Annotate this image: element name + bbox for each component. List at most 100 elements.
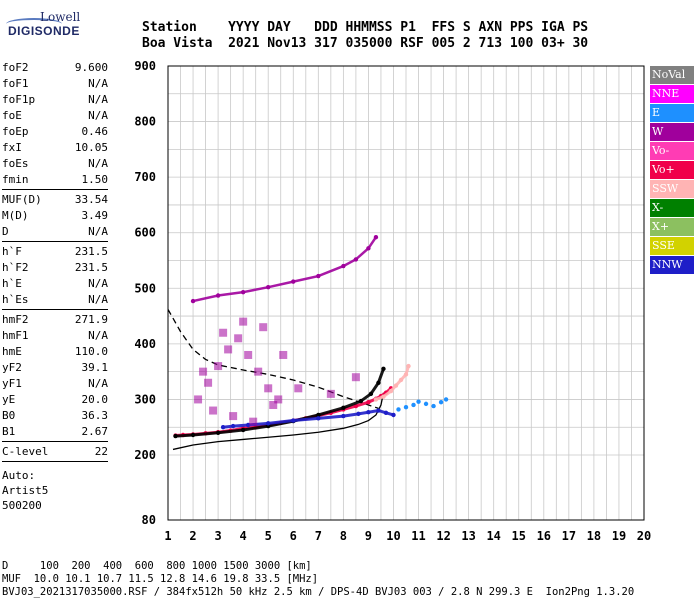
- legend-item-sse: SSE: [650, 237, 694, 255]
- data-point: [229, 412, 238, 421]
- data-point: [403, 405, 409, 410]
- param-value: 271.9: [74, 313, 108, 326]
- data-point: [204, 378, 213, 387]
- data-point: [396, 407, 401, 412]
- trace-line: [192, 236, 377, 303]
- x-tick-label: 15: [512, 529, 526, 543]
- param-name: yF2: [2, 361, 22, 374]
- station-header: Station YYYY DAY DDD HHMMSS P1 FFS S AXN…: [142, 20, 588, 52]
- chart-data-layer: [167, 234, 449, 451]
- data-point: [294, 384, 303, 393]
- param-name: hmF1: [2, 329, 29, 342]
- y-tick-label: 80: [142, 513, 156, 527]
- param-name: hmF2: [2, 313, 29, 326]
- legend-item-x-: X-: [650, 199, 694, 217]
- param-row-fof1p: foF1p N/A: [2, 92, 108, 108]
- legend-item-nnw: NNW: [650, 256, 694, 274]
- x-tick-label: 13: [461, 529, 475, 543]
- param-value: N/A: [88, 157, 108, 170]
- param-value: 36.3: [81, 409, 109, 422]
- param-value: 33.54: [74, 193, 108, 206]
- param-row-hf2: h`F2 231.5: [2, 260, 108, 276]
- auto-scaling-line: Artist5: [2, 484, 49, 497]
- x-tick-label: 4: [240, 529, 247, 543]
- param-name: hmE: [2, 345, 22, 358]
- param-row-fmin: fmin 1.50: [2, 172, 108, 188]
- x-tick-label: 5: [265, 529, 272, 543]
- param-row-fof2: foF2 9.600: [2, 60, 108, 76]
- chart-axes: 1 2 3 4 5 6 7 8 9 10 11 12 13 14 15 16 17 18 19 20802003004…: [134, 59, 651, 543]
- legend-item-ssw: SSW: [650, 180, 694, 198]
- legend-item-vo-: Vo-: [650, 142, 694, 160]
- data-point: [438, 400, 444, 405]
- param-value: 231.5: [74, 245, 108, 258]
- polarization-legend: NoVal NNE E W Vo- Vo+ SSW X- X+ SSE NNW: [650, 66, 694, 275]
- y-tick-label: 500: [134, 281, 156, 295]
- data-point: [279, 350, 288, 359]
- param-separator: [2, 441, 108, 442]
- param-row-hmf2: hmF2 271.9: [2, 312, 108, 328]
- parameter-panel: foF2 9.600 foF1 N/A foF1p N/A foE N/A foEp 0.46 fx…: [2, 60, 108, 513]
- param-value: 0.46: [81, 125, 109, 138]
- param-row-clevel: C-level 22: [2, 444, 108, 460]
- chart-grid: [167, 65, 645, 521]
- data-point: [244, 350, 253, 359]
- legend-item-vo-: Vo+: [650, 161, 694, 179]
- param-value: N/A: [88, 109, 108, 122]
- param-row-foe: foE N/A: [2, 108, 108, 124]
- param-row-hf: h`F 231.5: [2, 244, 108, 260]
- param-name: h`F: [2, 245, 22, 258]
- param-row-yf1: yF1 N/A: [2, 376, 108, 392]
- param-value: N/A: [88, 293, 108, 306]
- logo-line1: Lowell: [40, 10, 81, 24]
- param-name: MUF(D): [2, 193, 42, 206]
- y-tick-label: 700: [134, 170, 156, 184]
- legend-item-nne: NNE: [650, 85, 694, 103]
- series-x-trace-nnw: [220, 408, 396, 430]
- param-value: 22: [94, 445, 108, 458]
- param-row-hmf1: hmF1 N/A: [2, 328, 108, 344]
- data-point: [416, 399, 421, 404]
- footer-file-info: BVJ03_2021317035000.RSF / 384fx512h 50 k…: [2, 586, 635, 598]
- x-tick-label: 3: [214, 529, 221, 543]
- param-value: N/A: [88, 225, 108, 238]
- profile-line-true-height-profile: [172, 392, 385, 451]
- legend-item-noval: NoVal: [650, 66, 694, 84]
- param-value: 1.50: [81, 173, 109, 186]
- param-value: 3.49: [81, 209, 109, 222]
- data-point: [224, 345, 233, 354]
- param-name: h`E: [2, 277, 22, 290]
- data-point: [214, 362, 223, 371]
- param-row-fof1: foF1 N/A: [2, 76, 108, 92]
- param-row-b1: B1 2.67: [2, 424, 108, 440]
- param-value: 10.05: [74, 141, 108, 154]
- param-value: N/A: [88, 77, 108, 90]
- series-spread-w: [194, 317, 360, 426]
- param-name: fxI: [2, 141, 22, 154]
- x-tick-label: 17: [562, 529, 576, 543]
- param-separator: [2, 241, 108, 242]
- param-value: N/A: [88, 277, 108, 290]
- data-point: [199, 367, 208, 376]
- param-name: foF1p: [2, 93, 36, 106]
- param-separator: [2, 189, 108, 190]
- y-tick-label: 300: [134, 392, 156, 406]
- footer-info: D 100 200 400 600 800 1000 1500 3000 [km…: [2, 560, 634, 599]
- x-tick-label: 19: [612, 529, 626, 543]
- data-point: [249, 417, 258, 426]
- param-name: foEs: [2, 157, 29, 170]
- x-tick-label: 9: [365, 529, 372, 543]
- trace-line: [375, 365, 410, 401]
- profile-line-muf-curve: [167, 309, 379, 409]
- param-name: h`Es: [2, 293, 29, 306]
- param-separator: [2, 309, 108, 310]
- param-value: N/A: [88, 377, 108, 390]
- x-tick-label: 1: [164, 529, 171, 543]
- data-point: [443, 397, 449, 402]
- series-ssw-cusp: [373, 363, 411, 402]
- param-row-hme: hmE 110.0: [2, 344, 108, 360]
- y-tick-label: 200: [134, 448, 156, 462]
- data-point: [274, 395, 283, 404]
- data-point: [209, 406, 218, 415]
